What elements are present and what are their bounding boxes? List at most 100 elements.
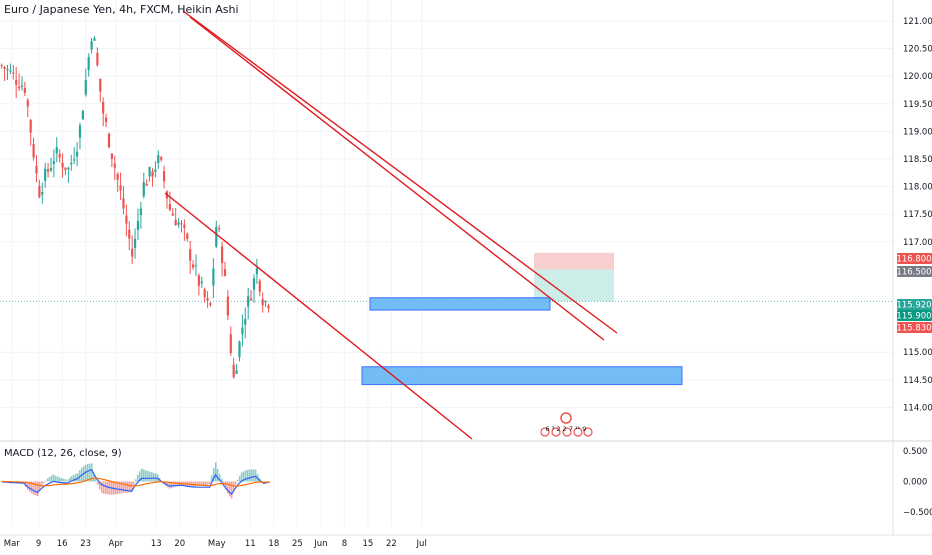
down-candle — [233, 365, 235, 378]
price-tick-label: 115.000 — [903, 348, 932, 358]
up-candle — [195, 265, 197, 266]
down-candle — [38, 186, 40, 197]
macd-histogram-bar — [55, 476, 57, 482]
up-candle — [44, 169, 46, 181]
down-candle — [180, 223, 182, 224]
time-tick-label: 23 — [80, 539, 91, 549]
macd-histogram-bar — [193, 481, 195, 486]
macd-title: MACD (12, 26, close, 9) — [4, 448, 122, 459]
up-candle — [244, 319, 246, 325]
down-candle — [30, 120, 32, 133]
time-tick-label: Jul — [416, 539, 427, 549]
macd-histogram-bar — [49, 477, 51, 482]
down-candle — [250, 299, 252, 301]
macd-histogram-bar — [153, 473, 155, 482]
macd-histogram-bar — [135, 479, 137, 481]
events-marker: 6 ³ 2 2 7 ¹¹ 9 — [541, 413, 592, 436]
up-candle — [21, 86, 23, 87]
up-candle — [56, 147, 58, 153]
macd-histogram-bar — [51, 476, 53, 482]
up-candle — [235, 370, 237, 373]
up-candle — [157, 155, 159, 163]
up-candle — [53, 161, 55, 164]
macd-histogram-bar — [229, 481, 231, 496]
up-candle — [177, 223, 179, 225]
up-candle — [212, 269, 214, 286]
macd-histogram-bar — [43, 481, 45, 483]
macd-histogram-bar — [107, 481, 109, 494]
down-candle — [61, 163, 63, 168]
time-tick-label: 15 — [363, 539, 374, 549]
macd-histogram-bar — [215, 462, 217, 481]
macd-histogram-bar — [209, 481, 211, 484]
macd-histogram-bar — [115, 481, 117, 494]
time-tick-label: 18 — [268, 539, 279, 549]
price-tick-label: 117.000 — [903, 238, 932, 248]
channel-line-2 — [190, 17, 604, 340]
time-tick-label: Jun — [313, 539, 327, 549]
down-candle — [18, 87, 20, 89]
macd-histogram-bar — [103, 481, 105, 493]
down-candle — [198, 275, 200, 285]
price-badge-label: 116.800 — [896, 255, 931, 265]
target-zone — [534, 269, 614, 301]
down-candle — [114, 164, 116, 168]
down-candle — [183, 225, 185, 228]
events-label: 6 ³ 2 2 7 ¹¹ 9 — [546, 425, 587, 433]
zones — [0, 253, 893, 385]
time-tick-label: 22 — [386, 539, 397, 549]
down-candle — [99, 79, 101, 92]
down-candle — [131, 249, 133, 257]
price-tick-label: 120.500 — [903, 45, 932, 55]
down-candle — [122, 198, 124, 208]
down-candle — [47, 169, 49, 171]
up-candle — [253, 278, 255, 289]
macd-pane — [0, 441, 932, 499]
down-candle — [189, 249, 191, 260]
down-candle — [35, 166, 37, 174]
down-candle — [221, 246, 223, 263]
down-candle — [160, 157, 162, 159]
macd-histogram-bar — [57, 477, 59, 482]
macd-histogram-bar — [237, 480, 239, 482]
down-candle — [227, 297, 229, 316]
up-candle — [241, 328, 243, 335]
macd-histogram-bar — [155, 473, 157, 481]
price-tick-label: 114.500 — [903, 376, 932, 386]
channel-line-3 — [165, 193, 472, 439]
support-lower-zone — [362, 367, 682, 385]
macd-histogram-bar — [145, 470, 147, 481]
down-candle — [186, 234, 188, 239]
price-tick-label: 119.000 — [903, 127, 932, 137]
price-tick-label: 118.000 — [903, 183, 932, 193]
time-tick-label: 20 — [174, 539, 185, 549]
down-candle — [230, 334, 232, 353]
down-candle — [117, 174, 119, 180]
macd-histogram-bar — [75, 474, 77, 482]
macd-histogram-bar — [235, 481, 237, 484]
macd-histogram-bar — [45, 481, 47, 482]
up-candle — [67, 168, 69, 169]
price-badge-label: 115.900 — [896, 312, 931, 322]
down-candle — [111, 154, 113, 159]
up-candle — [215, 227, 217, 247]
price-tick-label: 120.000 — [903, 72, 932, 82]
macd-histogram-bar — [47, 479, 49, 482]
time-tick-label: 9 — [36, 539, 41, 549]
macd-histogram-bar — [125, 481, 127, 492]
macd-histogram-bar — [95, 479, 97, 481]
time-tick-label: Mar — [4, 539, 21, 549]
macd-histogram-bar — [239, 476, 241, 482]
time-tick-label: 16 — [57, 539, 68, 549]
up-candle — [85, 80, 87, 94]
down-candle — [267, 306, 269, 308]
up-candle — [88, 57, 90, 70]
macd-histogram-bar — [101, 481, 103, 492]
price-tick-label: 119.500 — [903, 100, 932, 110]
down-candle — [262, 299, 264, 305]
down-candle — [146, 184, 148, 186]
macd-histogram-bar — [97, 481, 99, 484]
down-candle — [59, 154, 61, 158]
up-candle — [76, 152, 78, 157]
